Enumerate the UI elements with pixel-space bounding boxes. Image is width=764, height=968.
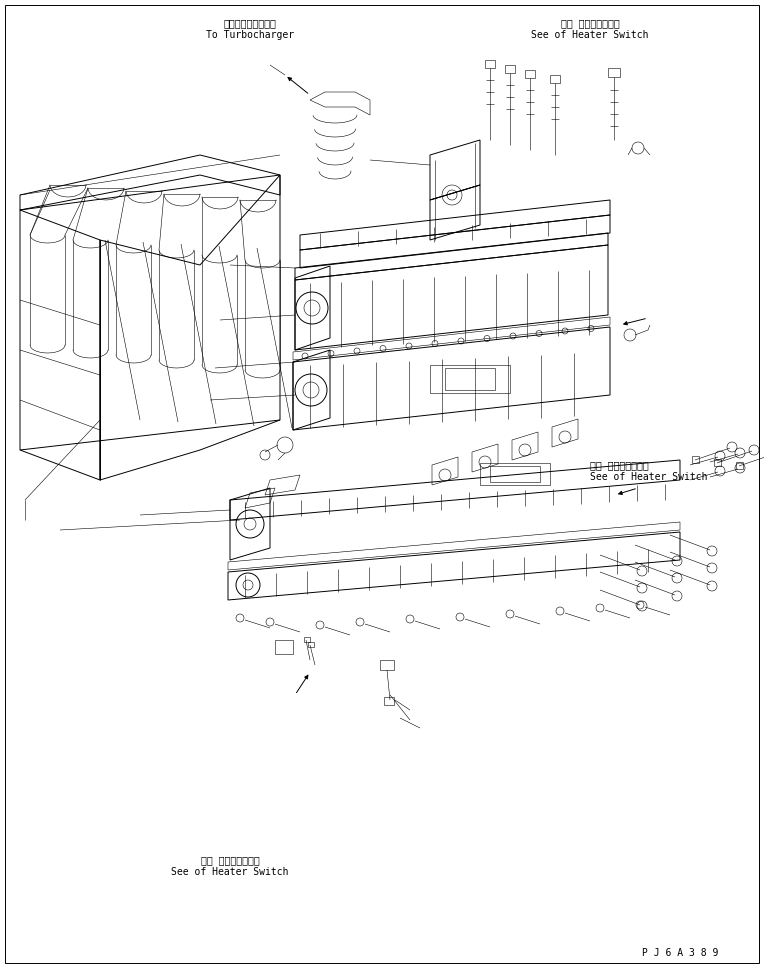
Text: ヒー タスイッチ参照: ヒー タスイッチ参照 <box>590 460 649 470</box>
Bar <box>505 65 515 73</box>
Bar <box>692 456 699 463</box>
Bar <box>608 68 620 77</box>
Bar <box>480 463 550 485</box>
Text: See of Heater Switch: See of Heater Switch <box>171 867 289 877</box>
Bar <box>384 697 394 705</box>
Text: See of Heater Switch: See of Heater Switch <box>531 30 649 40</box>
Text: See of Heater Switch: See of Heater Switch <box>590 472 707 482</box>
Bar <box>308 642 314 647</box>
Bar <box>380 660 394 670</box>
Bar <box>445 368 495 390</box>
Text: P J 6 A 3 8 9: P J 6 A 3 8 9 <box>642 948 718 958</box>
Bar <box>430 365 510 393</box>
Bar <box>714 459 721 466</box>
Text: ターボチャージャへ: ターボチャージャへ <box>224 18 277 28</box>
Bar <box>275 640 293 654</box>
Text: ヒー タスイッチ参照: ヒー タスイッチ参照 <box>201 855 259 865</box>
Bar <box>525 70 535 78</box>
Bar <box>736 462 743 469</box>
Text: ヒー タスイッチ参照: ヒー タスイッチ参照 <box>561 18 620 28</box>
Bar <box>485 60 495 68</box>
Bar <box>304 637 310 642</box>
Bar <box>550 75 560 83</box>
Bar <box>490 466 540 482</box>
Text: To Turbocharger: To Turbocharger <box>206 30 294 40</box>
